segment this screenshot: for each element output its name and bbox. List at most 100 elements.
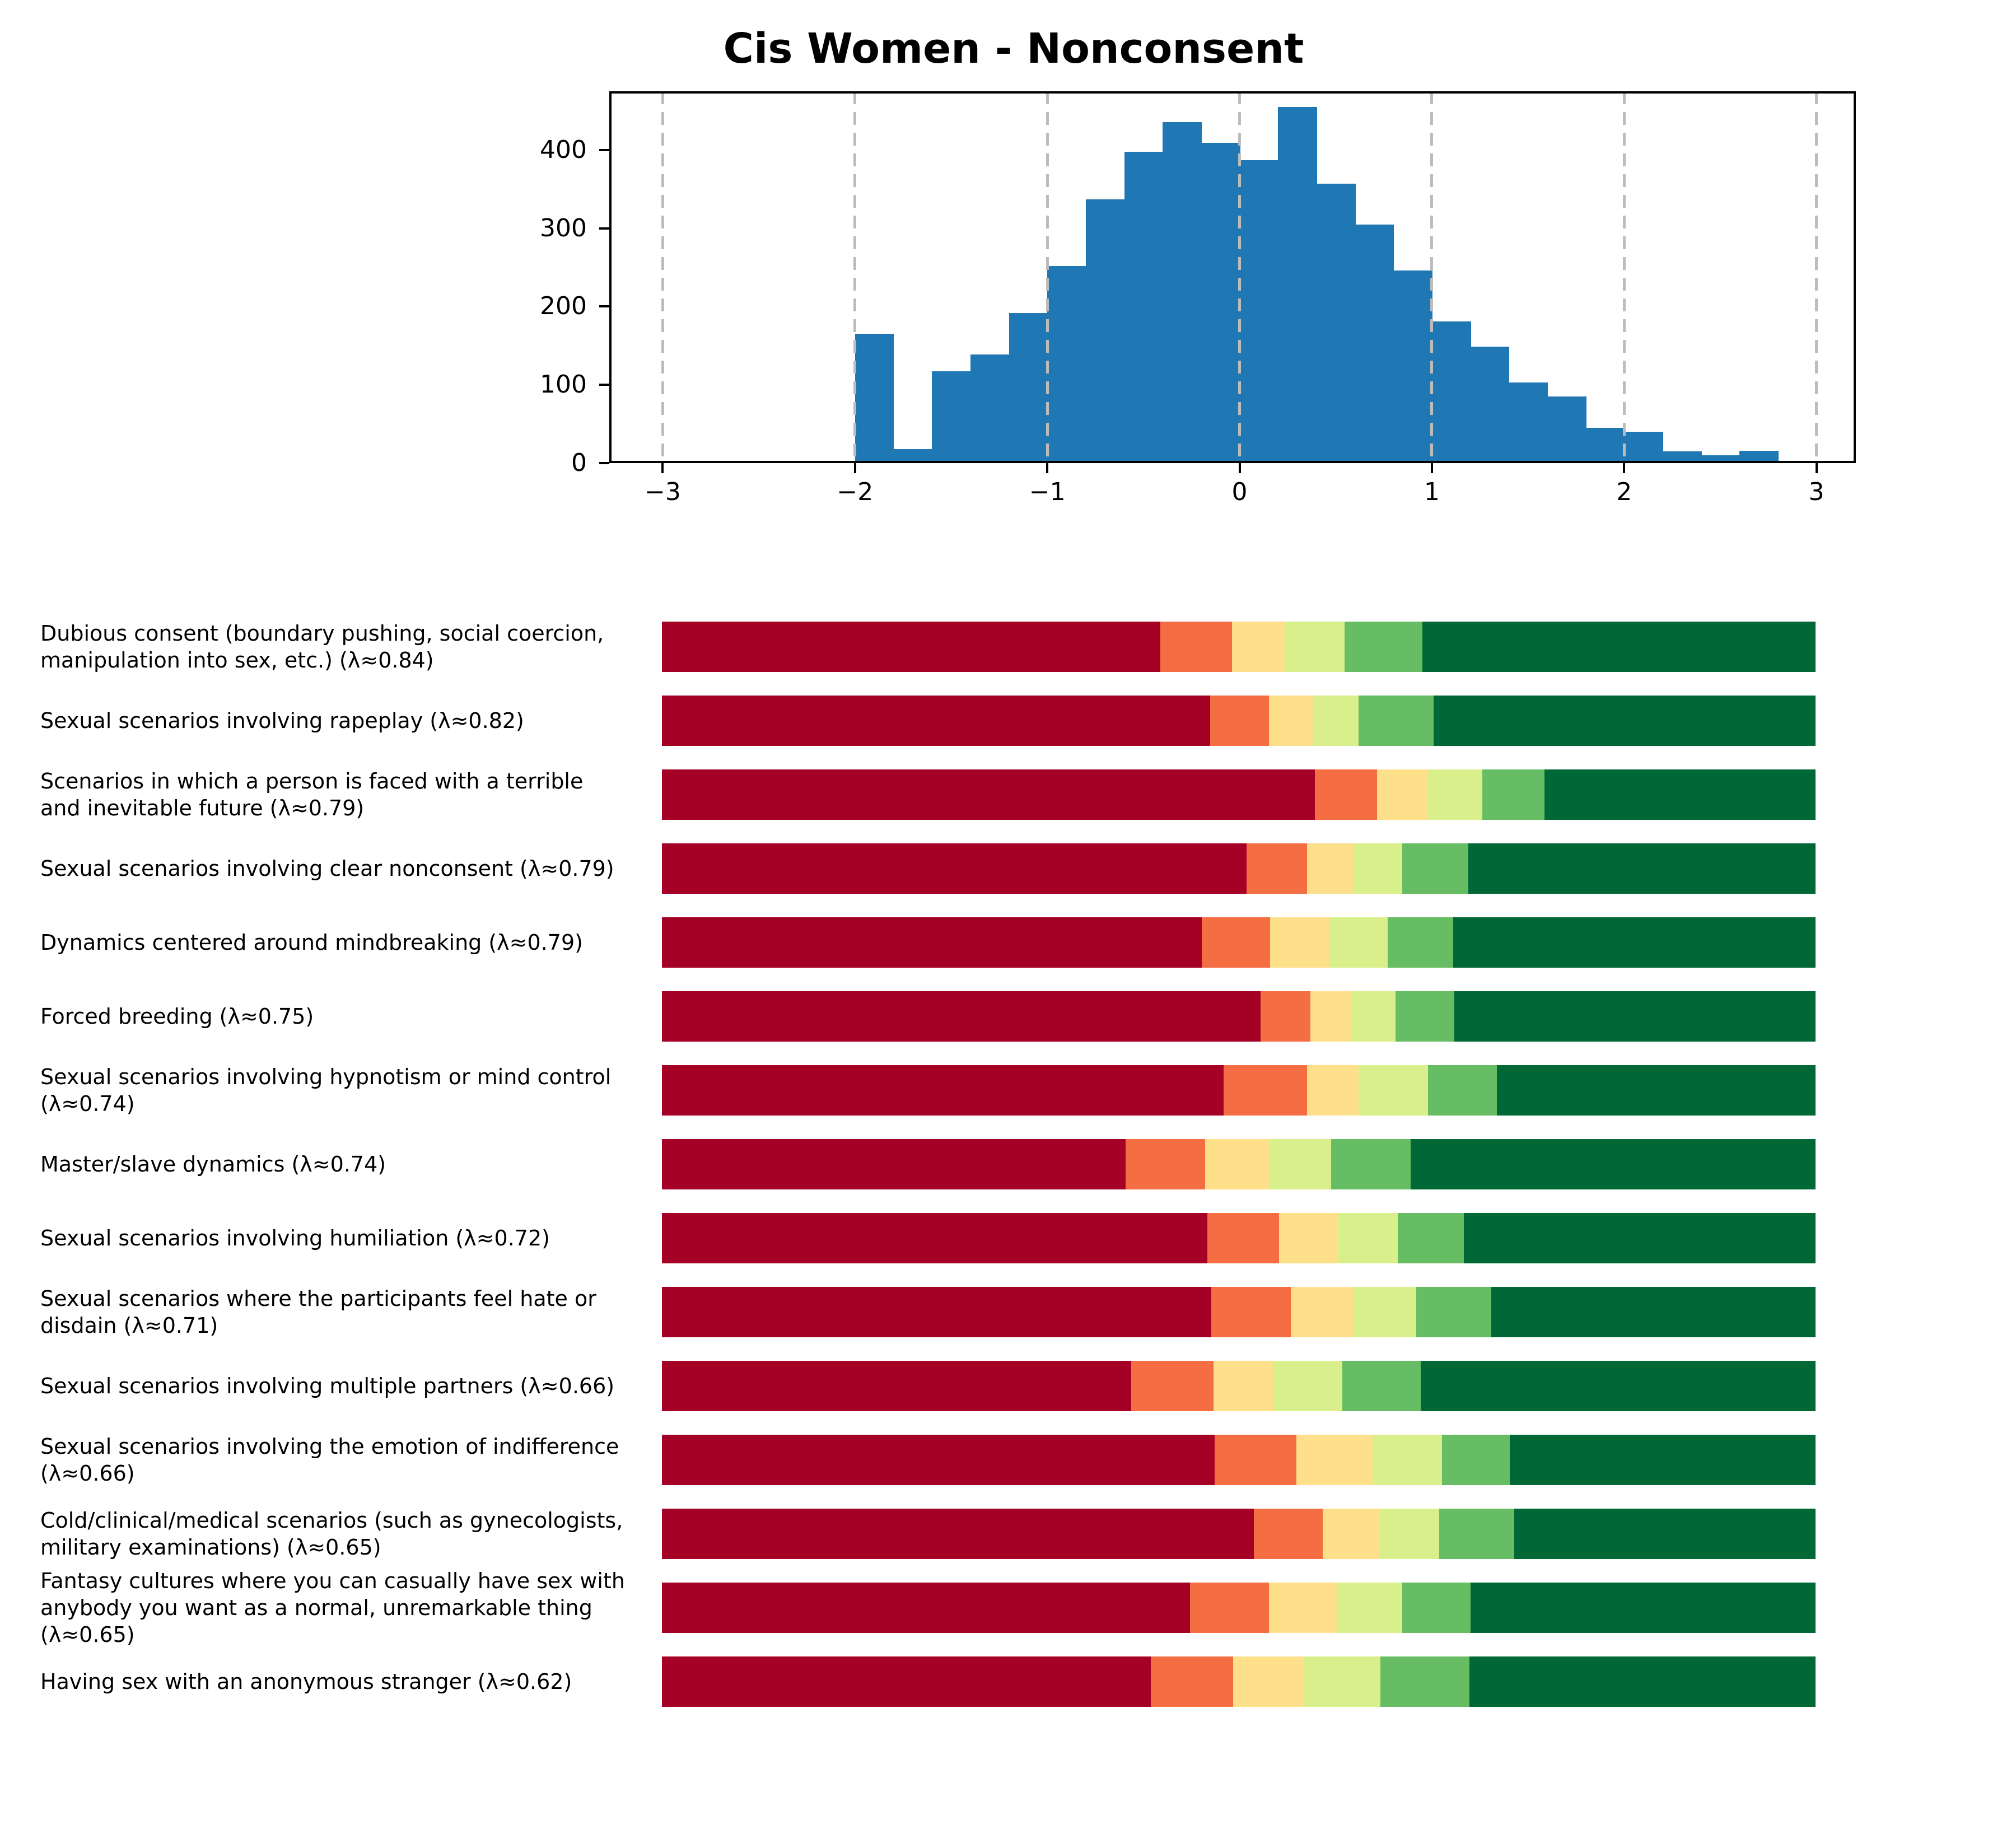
spine-bottom	[609, 461, 1856, 463]
likert-row-bar	[662, 1139, 1816, 1189]
x-tick	[1238, 463, 1241, 473]
histogram-bar	[1662, 451, 1702, 463]
histogram-bar	[1509, 382, 1548, 463]
histogram-bar	[1355, 224, 1394, 463]
likert-segment-3	[1359, 1065, 1428, 1116]
likert-segment-2	[1306, 1065, 1359, 1116]
histogram-bar	[1547, 396, 1586, 463]
chart-title: Cis Women - Nonconsent	[723, 25, 1304, 73]
likert-row-bar	[662, 1065, 1816, 1116]
likert-segment-4	[1396, 991, 1455, 1042]
likert-segment-3	[1268, 1139, 1331, 1189]
likert-segment-2	[1213, 1361, 1273, 1411]
likert-segment-0	[662, 843, 1247, 894]
histogram-bar	[1431, 321, 1471, 463]
likert-row-label: Master/slave dynamics (λ≈0.74)	[40, 1152, 386, 1177]
y-tick	[599, 148, 609, 151]
likert-segment-2	[1310, 991, 1351, 1042]
likert-segment-1	[1151, 1656, 1233, 1707]
spine-left	[609, 91, 612, 463]
likert-row-bar	[662, 917, 1816, 968]
likert-segment-0	[662, 1139, 1126, 1189]
likert-row-label: Dynamics centered around mindbreaking (λ…	[40, 930, 583, 955]
likert-segment-0	[662, 1361, 1132, 1411]
histogram-bar	[1009, 312, 1048, 463]
likert-segment-0	[662, 696, 1210, 746]
likert-segment-1	[1190, 1583, 1269, 1633]
y-tick-label: 200	[540, 292, 587, 321]
likert-segment-5	[1453, 917, 1816, 968]
likert-row-bar	[662, 1656, 1816, 1707]
likert-segment-3	[1338, 1213, 1398, 1263]
likert-row-bar	[662, 769, 1816, 820]
likert-segment-0	[662, 1065, 1224, 1116]
likert-row-label: Scenarios in which a person is faced wit…	[40, 769, 584, 820]
likert-segment-3	[1427, 769, 1482, 820]
likert-segment-0	[662, 1435, 1215, 1485]
histogram-bar	[970, 354, 1010, 463]
gridline	[853, 91, 857, 463]
y-tick-label: 400	[540, 135, 587, 164]
likert-segment-1	[1126, 1139, 1206, 1189]
likert-segment-2	[1268, 1583, 1337, 1633]
likert-segment-3	[1273, 1361, 1343, 1411]
likert-row-label: Fantasy cultures where you can casually …	[40, 1569, 625, 1647]
likert-segment-2	[1290, 1287, 1353, 1337]
likert-segment-0	[662, 991, 1261, 1042]
likert-segment-0	[662, 1656, 1151, 1707]
y-tick	[599, 384, 609, 386]
likert-segment-2	[1233, 1656, 1305, 1707]
histogram-bar	[1585, 428, 1625, 463]
spine-top	[609, 91, 1856, 94]
likert-segment-4	[1441, 1435, 1510, 1485]
x-tick-label: −1	[1029, 478, 1066, 506]
likert-segment-4	[1345, 622, 1422, 672]
likert-segment-0	[662, 1583, 1191, 1633]
likert-segment-1	[1211, 1287, 1291, 1337]
y-tick	[599, 227, 609, 230]
histogram-bar	[1316, 183, 1356, 463]
likert-segment-0	[662, 1509, 1254, 1559]
likert-row-label: Sexual scenarios involving the emotion o…	[40, 1434, 619, 1486]
histogram-bar	[1739, 450, 1779, 463]
histogram-bar	[1393, 270, 1432, 463]
likert-segment-1	[1207, 1213, 1280, 1263]
x-tick-label: 1	[1424, 478, 1440, 506]
likert-segment-3	[1350, 991, 1396, 1042]
likert-row-bar	[662, 1509, 1816, 1559]
gridline	[1622, 91, 1626, 463]
likert-segment-5	[1491, 1287, 1816, 1337]
gridline	[1238, 91, 1242, 463]
likert-segment-4	[1342, 1361, 1421, 1411]
likert-row-bar	[662, 1583, 1816, 1633]
likert-row-bar	[662, 1435, 1816, 1485]
likert-segment-5	[1468, 843, 1816, 894]
likert-segment-3	[1352, 843, 1403, 894]
likert-row-bar	[662, 991, 1816, 1042]
likert-segment-2	[1270, 917, 1329, 968]
histogram-bar	[1163, 122, 1202, 463]
histogram-bar	[1124, 151, 1164, 463]
likert-row-label: Sexual scenarios involving hypnotism or …	[40, 1065, 612, 1116]
likert-row-bar	[662, 1287, 1816, 1337]
likert-segment-5	[1471, 1583, 1816, 1633]
likert-segment-4	[1398, 1213, 1464, 1263]
likert-segment-3	[1285, 622, 1345, 672]
likert-segment-2	[1306, 843, 1353, 894]
likert-row-bar	[662, 622, 1816, 672]
likert-segment-3	[1352, 1287, 1417, 1337]
gridline	[661, 91, 664, 463]
histogram-bar	[1470, 346, 1510, 463]
histogram-bar	[1047, 265, 1086, 463]
likert-segment-2	[1377, 769, 1428, 820]
likert-segment-4	[1416, 1287, 1492, 1337]
likert-row-label: Sexual scenarios where the participants …	[40, 1286, 596, 1338]
likert-segment-5	[1463, 1213, 1816, 1263]
likert-segment-5	[1544, 769, 1816, 820]
likert-segment-1	[1247, 843, 1307, 894]
histogram-plot: −3 −2 −1 0 1 2 3 0 100 200 300 400	[540, 91, 1856, 505]
x-tick-label: 2	[1616, 478, 1632, 506]
y-tick-label: 0	[571, 449, 587, 477]
likert-segment-5	[1454, 991, 1816, 1042]
likert-segment-4	[1482, 769, 1544, 820]
